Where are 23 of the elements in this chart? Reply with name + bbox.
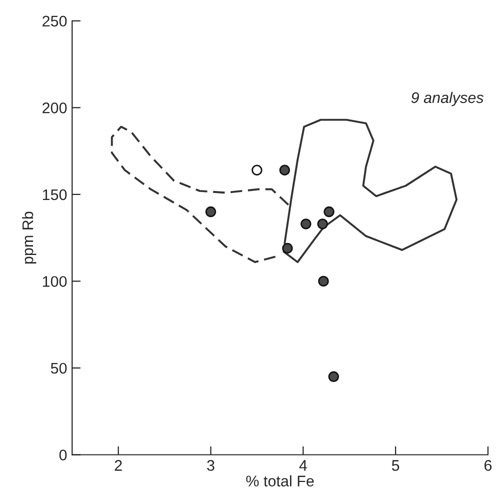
point: [324, 206, 334, 218]
x-tick-label: 6: [484, 460, 492, 471]
x-tick-label: 4: [299, 460, 307, 471]
x-axis-title: % total Fe: [246, 475, 314, 486]
point: [205, 206, 216, 218]
point: [328, 371, 340, 382]
x-tick-label: 3: [207, 460, 214, 471]
x-tick-label: 2: [114, 460, 122, 471]
point: [300, 218, 312, 230]
point: [252, 164, 262, 176]
annotation: 9 analyses: [411, 92, 484, 106]
y-tick-label: 0: [59, 450, 67, 460]
point: [318, 276, 329, 287]
point: [279, 164, 290, 176]
y-tick-label: 250: [42, 16, 67, 27]
x-tick-label: 5: [392, 460, 400, 471]
y-tick-label: 100: [42, 276, 67, 287]
y-tick-label: 150: [42, 189, 67, 200]
point: [317, 218, 328, 230]
y-tick-label: 200: [42, 102, 67, 114]
y-axis-title: ppm Rb: [22, 212, 36, 264]
point: [282, 242, 293, 254]
y-tick-label: 50: [50, 362, 67, 374]
